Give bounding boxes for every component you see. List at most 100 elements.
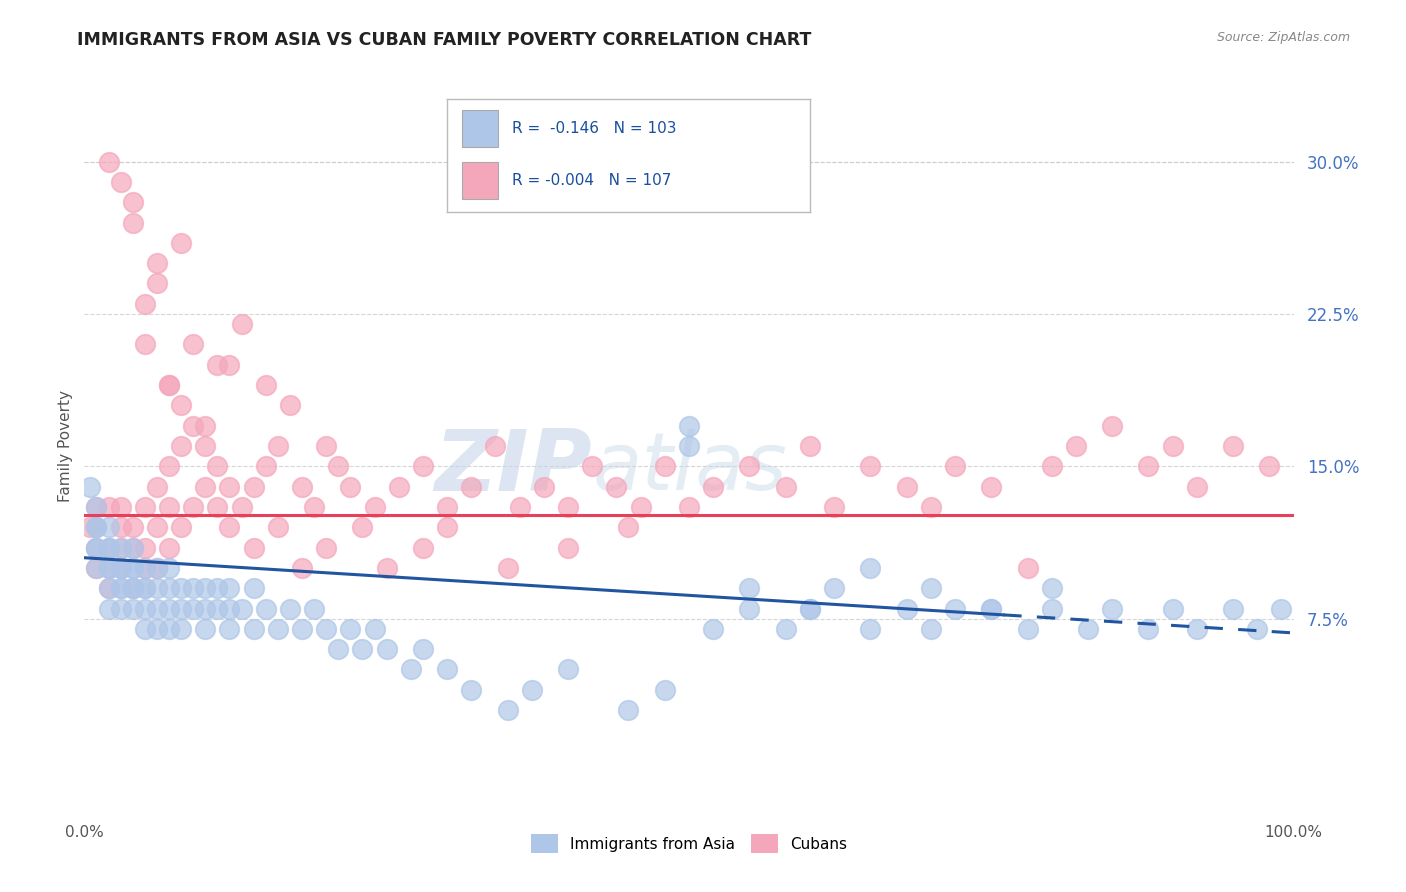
Point — [1161, 601, 1184, 615]
Point — [267, 520, 290, 534]
Point — [557, 500, 579, 514]
Point — [170, 622, 193, 636]
Point — [110, 561, 132, 575]
Point — [86, 520, 108, 534]
Point — [799, 439, 821, 453]
Point — [702, 622, 724, 636]
Point — [339, 480, 361, 494]
Point — [1017, 622, 1039, 636]
Point — [134, 500, 156, 514]
Point — [302, 601, 325, 615]
Point — [738, 601, 761, 615]
Point — [134, 561, 156, 575]
Point — [412, 459, 434, 474]
Point — [242, 480, 264, 494]
Point — [207, 601, 229, 615]
Point — [315, 622, 337, 636]
Point — [617, 520, 640, 534]
Point — [134, 541, 156, 555]
Point — [170, 439, 193, 453]
Point — [775, 480, 797, 494]
Point — [157, 561, 180, 575]
Point — [97, 561, 120, 575]
Point — [218, 622, 240, 636]
Point — [207, 358, 229, 372]
Point — [121, 541, 143, 555]
Point — [157, 622, 180, 636]
Point — [170, 398, 193, 412]
Point — [97, 520, 120, 534]
Point — [97, 541, 120, 555]
Point — [86, 520, 108, 534]
Point — [110, 561, 132, 575]
Point — [484, 439, 506, 453]
Point — [157, 378, 180, 392]
Point — [859, 459, 882, 474]
Point — [86, 500, 108, 514]
Point — [328, 459, 350, 474]
Point — [242, 541, 264, 555]
Point — [460, 682, 482, 697]
Point — [1017, 561, 1039, 575]
Point — [170, 235, 193, 250]
Point — [121, 561, 143, 575]
Point — [352, 520, 374, 534]
Point — [581, 459, 603, 474]
Point — [291, 622, 314, 636]
Point — [617, 703, 640, 717]
Point — [896, 480, 918, 494]
Point — [194, 418, 217, 433]
Point — [231, 317, 253, 331]
Point — [121, 520, 143, 534]
Point — [520, 682, 543, 697]
Point — [170, 520, 193, 534]
Point — [738, 581, 761, 595]
Point — [291, 480, 314, 494]
Point — [194, 601, 217, 615]
Point — [146, 561, 169, 575]
Point — [86, 541, 108, 555]
Point — [738, 459, 761, 474]
Point — [97, 581, 120, 595]
Point — [278, 398, 301, 412]
Point — [980, 601, 1002, 615]
Point — [170, 581, 193, 595]
Point — [1064, 439, 1087, 453]
Point — [980, 480, 1002, 494]
Point — [1040, 581, 1063, 595]
Point — [134, 581, 156, 595]
Point — [157, 601, 180, 615]
Point — [302, 500, 325, 514]
Point — [110, 541, 132, 555]
Point — [146, 561, 169, 575]
Point — [121, 601, 143, 615]
Point — [146, 622, 169, 636]
Point — [496, 703, 519, 717]
Point — [181, 337, 204, 351]
Point — [1246, 622, 1268, 636]
Point — [181, 581, 204, 595]
Point — [375, 642, 398, 657]
Point — [557, 541, 579, 555]
Point — [242, 622, 264, 636]
Point — [775, 622, 797, 636]
Point — [97, 581, 120, 595]
Point — [254, 378, 277, 392]
Point — [97, 541, 120, 555]
Point — [97, 500, 120, 514]
Point — [1185, 622, 1208, 636]
Point — [412, 541, 434, 555]
Point — [110, 561, 132, 575]
Point — [218, 358, 240, 372]
Point — [134, 622, 156, 636]
Point — [1101, 418, 1123, 433]
Point — [207, 581, 229, 595]
Point — [121, 581, 143, 595]
Point — [86, 541, 108, 555]
Point — [110, 520, 132, 534]
Point — [181, 601, 204, 615]
Point — [339, 622, 361, 636]
Point — [134, 337, 156, 351]
Point — [267, 439, 290, 453]
Point — [920, 581, 942, 595]
